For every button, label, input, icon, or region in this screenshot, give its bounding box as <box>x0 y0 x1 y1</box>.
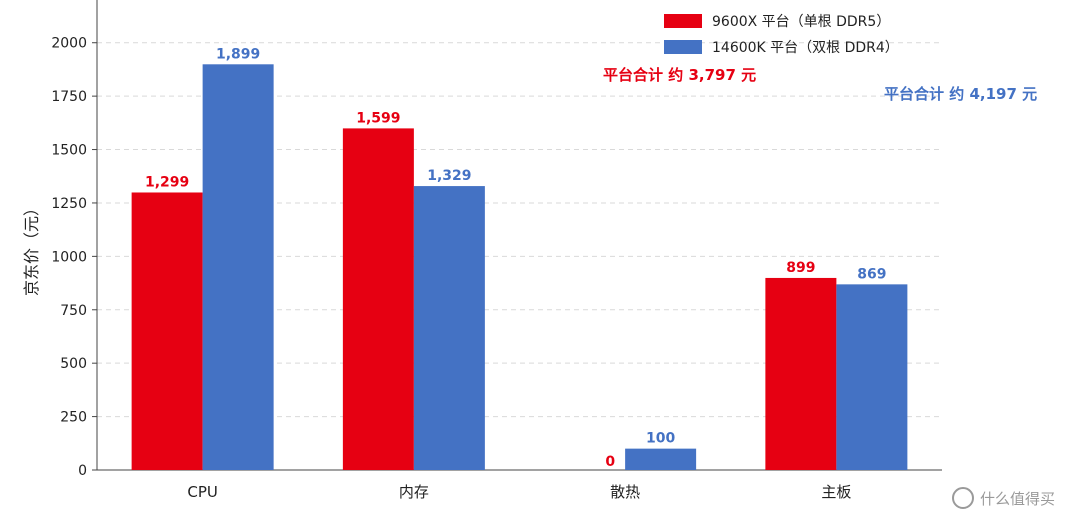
bar-series-2 <box>202 64 274 471</box>
y-tick-label: 750 <box>60 303 87 319</box>
legend-label-series-2: 14600K 平台（双根 DDR4） <box>712 40 899 56</box>
bar-series-2 <box>625 448 697 470</box>
y-tick-label: 1000 <box>51 249 87 265</box>
y-tick-label: 1750 <box>51 89 87 105</box>
total-annotation-series-1: 平台合计 约 3,797 元 <box>603 66 756 84</box>
y-tick-labels: 0 250 500 750 1000 1250 1500 1750 2000 <box>51 36 97 479</box>
data-label-series-1: 0 <box>605 454 615 470</box>
watermark-logo-icon <box>952 487 974 509</box>
data-label-series-1: 1,299 <box>145 174 189 190</box>
bar-series-1 <box>765 277 837 470</box>
data-label-series-2: 1,899 <box>216 46 260 62</box>
data-labels: 1,299 1,899 1,599 1,329 0 100 899 869 <box>145 46 887 470</box>
y-tick-label: 1500 <box>51 143 87 159</box>
x-tick-label: 散热 <box>610 483 640 501</box>
x-tick-label: 内存 <box>399 483 429 501</box>
legend-swatch-series-1 <box>664 14 702 28</box>
y-tick-label: 0 <box>78 463 87 479</box>
y-axis-label: 京东价（元） <box>22 200 41 296</box>
data-label-series-2: 1,329 <box>427 168 471 184</box>
x-tick-label: 主板 <box>821 483 851 501</box>
x-tick-label: CPU <box>187 483 218 501</box>
bar-series-1 <box>342 128 414 471</box>
legend-swatch-series-2 <box>664 40 702 54</box>
bar-series-2 <box>836 284 908 470</box>
data-label-series-1: 899 <box>786 260 815 276</box>
bars <box>131 64 908 471</box>
data-label-series-2: 869 <box>857 266 886 282</box>
watermark-text: 什么值得买 <box>980 490 1055 508</box>
y-tick-label: 250 <box>60 410 87 426</box>
data-label-series-1: 1,599 <box>356 110 400 126</box>
y-tick-label: 1250 <box>51 196 87 212</box>
data-label-series-2: 100 <box>646 431 675 447</box>
legend: 9600X 平台（单根 DDR5） 14600K 平台（双根 DDR4） <box>664 14 899 56</box>
legend-label-series-1: 9600X 平台（单根 DDR5） <box>712 14 890 30</box>
y-tick-label: 2000 <box>51 36 87 52</box>
x-tick-labels: CPU 内存 散热 主板 <box>187 483 851 501</box>
y-tick-label: 500 <box>60 356 87 372</box>
total-annotation-series-2: 平台合计 约 4,197 元 <box>884 85 1037 103</box>
bar-series-1 <box>131 192 203 470</box>
bar-series-2 <box>413 186 485 470</box>
watermark: 什么值得买 <box>952 487 1055 509</box>
